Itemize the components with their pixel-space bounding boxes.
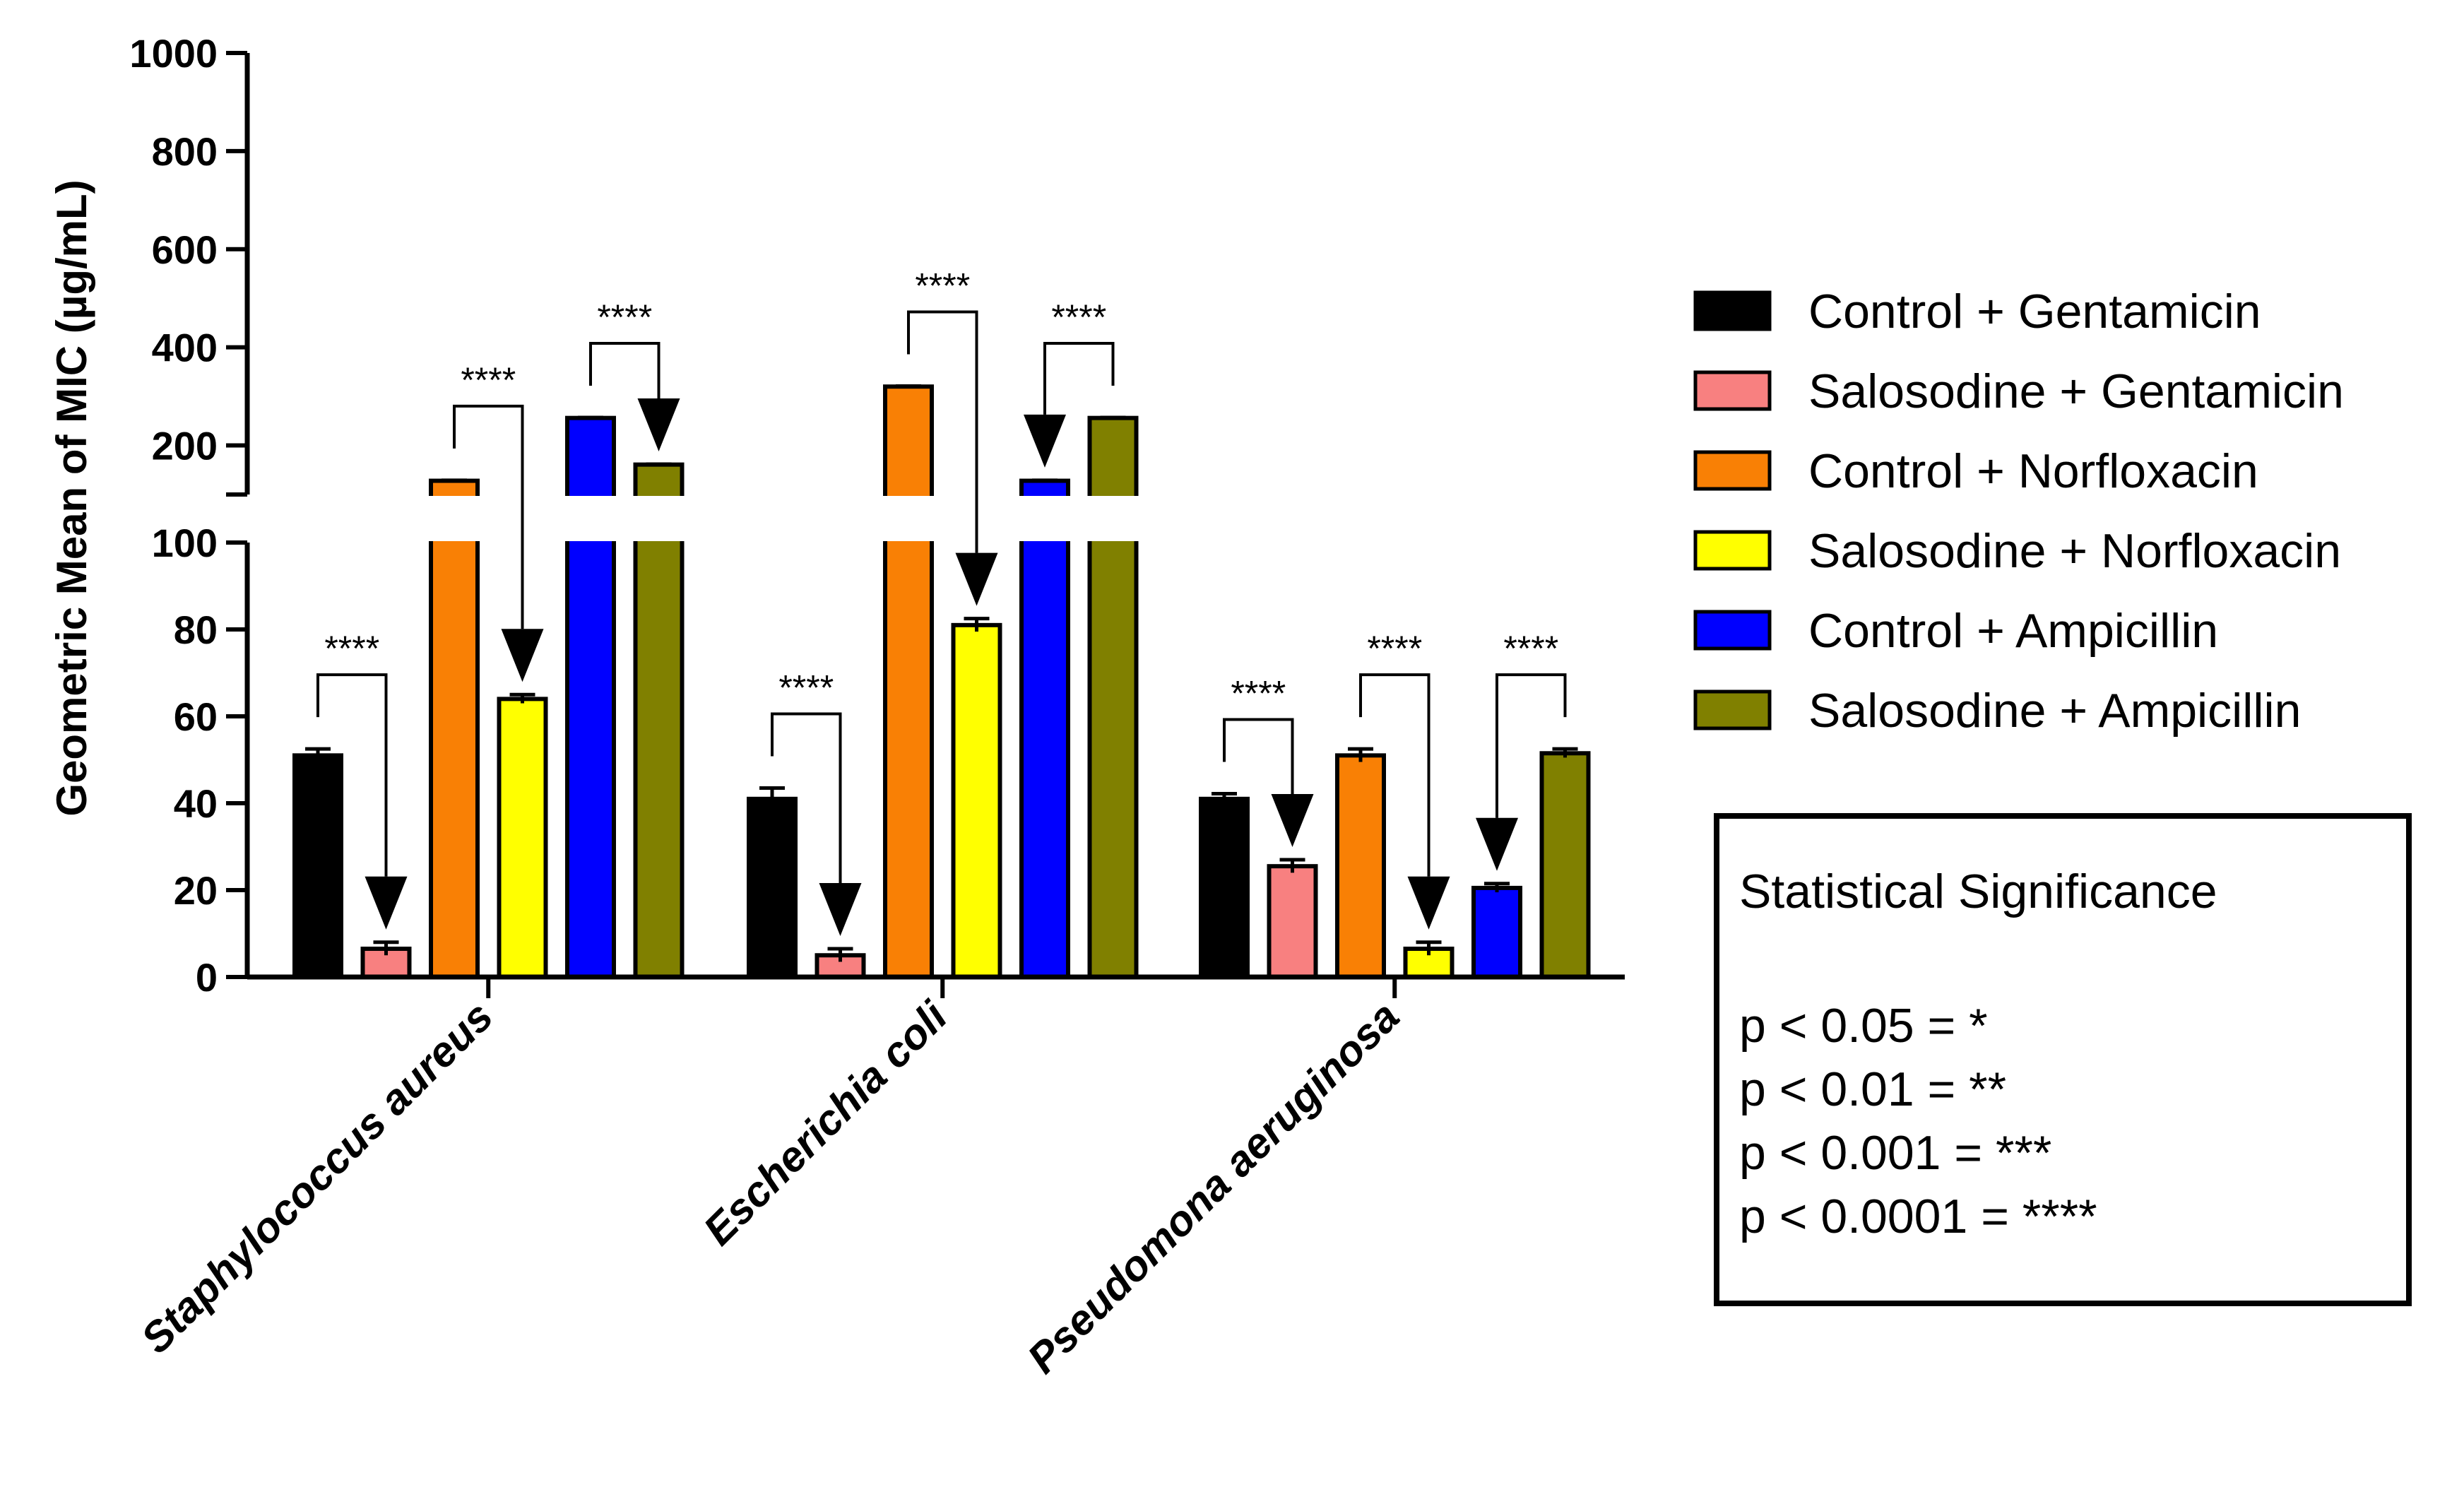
legend-swatch (1693, 689, 1772, 730)
significance-bracket (771, 712, 842, 884)
y-tick-label: 800 (152, 129, 218, 174)
bar (951, 622, 1002, 979)
bar (429, 478, 480, 979)
annotations-layer: **** **** **** **** **** **** **** **** **** (316, 266, 1567, 937)
legend: Control + Gentamicin Salosodine + Gentami… (1693, 285, 2344, 738)
y-tick-label: 1000 (129, 31, 218, 76)
significance-title: Statistical Significance (1739, 865, 2217, 918)
significance-label: **** (597, 297, 652, 337)
bar (883, 384, 934, 979)
y-tick-label: 80 (174, 608, 218, 652)
significance-bracket (1359, 673, 1431, 877)
significance-bracket (316, 673, 388, 877)
y-tick-label: 40 (174, 781, 218, 826)
legend-label: Control + Ampicillin (1808, 604, 2218, 658)
significance-label: **** (1051, 297, 1106, 337)
significance-line: p < 0.0001 = **** (1739, 1190, 2097, 1243)
bar (1267, 864, 1318, 980)
significance-arrow (1271, 793, 1314, 847)
legend-label: Control + Norfloxacin (1808, 444, 2258, 498)
bar (633, 462, 685, 979)
significance-label: **** (461, 360, 516, 400)
x-tick-label: Pseudomona aeruginosa (1019, 993, 1409, 1383)
legend-swatch (1693, 370, 1772, 411)
axes-layer: 0 20 40 60 80 100 200 400 600 800 1000 Staphylococc… (129, 31, 1625, 1383)
x-tick-label: Staphylococcus aureus (132, 993, 502, 1363)
significance-bracket (589, 341, 661, 398)
x-tick-label: Escherichia coli (694, 992, 956, 1254)
bar (747, 796, 798, 979)
significance-label: **** (778, 668, 834, 707)
significance-arrow (365, 876, 408, 930)
y-tick-label: 400 (152, 326, 218, 370)
axis-break-gap (240, 496, 1632, 541)
significance-arrow (501, 629, 544, 682)
y-tick-label: 200 (152, 424, 218, 468)
y-tick-label: 60 (174, 694, 218, 739)
significance-arrow (819, 883, 862, 937)
significance-bracket (1495, 673, 1567, 818)
legend-label: Salosodine + Ampicillin (1808, 684, 2301, 738)
significance-bracket (1043, 341, 1115, 415)
significance-arrow (637, 398, 680, 451)
bars-layer (240, 384, 1632, 980)
significance-arrow (1024, 414, 1066, 468)
y-tick-label: 100 (152, 521, 218, 565)
significance-box: Statistical Significance p < 0.05 = * p … (1714, 813, 2412, 1306)
bar (497, 697, 548, 980)
bar (1199, 796, 1250, 979)
legend-swatch (1693, 610, 1772, 651)
legend-swatch (1693, 450, 1772, 491)
significance-arrow (955, 552, 998, 606)
y-tick-label: 0 (196, 955, 218, 1000)
significance-arrow (1476, 817, 1518, 871)
significance-bracket (907, 310, 978, 553)
significance-box-frame (1714, 813, 2412, 1306)
bar (1335, 753, 1386, 979)
significance-label: **** (915, 266, 970, 306)
y-tick-label: 600 (152, 227, 218, 272)
significance-label: **** (1367, 629, 1422, 668)
bar (1471, 885, 1522, 980)
significance-bracket (453, 404, 524, 629)
bar (1539, 751, 1591, 980)
legend-label: Salosodine + Gentamicin (1808, 365, 2344, 418)
significance-line: p < 0.01 = ** (1739, 1062, 2006, 1116)
significance-line: p < 0.05 = * (1739, 999, 1988, 1053)
legend-swatch (1693, 530, 1772, 571)
significance-label: **** (1231, 673, 1286, 713)
significance-arrow (1407, 876, 1450, 930)
y-axis-title: Geometric Mean of MIC (µg/mL) (48, 179, 95, 816)
significance-bracket (1223, 718, 1294, 794)
legend-swatch (1693, 290, 1772, 331)
significance-label: **** (1503, 629, 1558, 668)
legend-label: Salosodine + Norfloxacin (1808, 524, 2341, 578)
significance-line: p < 0.001 = *** (1739, 1126, 2051, 1180)
legend-label: Control + Gentamicin (1808, 285, 2261, 338)
significance-label: **** (324, 629, 379, 668)
bar (1019, 478, 1070, 979)
y-tick-label: 20 (174, 868, 218, 913)
bar (292, 753, 343, 979)
